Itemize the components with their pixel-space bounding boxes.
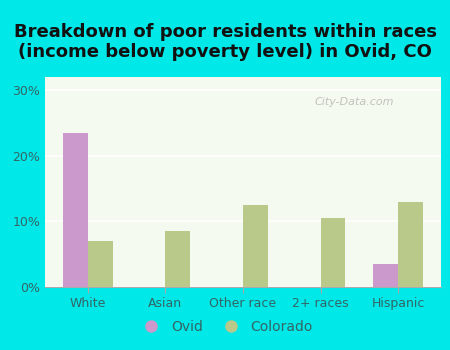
Text: Breakdown of poor residents within races
(income below poverty level) in Ovid, C: Breakdown of poor residents within races… (14, 23, 436, 61)
Bar (243, 205, 268, 287)
Bar (88, 241, 112, 287)
Bar (63, 133, 88, 287)
Legend: Ovid, Colorado: Ovid, Colorado (132, 314, 318, 340)
Bar (166, 231, 190, 287)
Bar (374, 264, 398, 287)
Bar (320, 218, 346, 287)
Text: City-Data.com: City-Data.com (314, 97, 394, 107)
Bar (398, 202, 423, 287)
